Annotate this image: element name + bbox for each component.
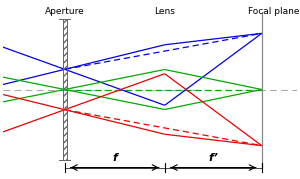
- Text: Aperture: Aperture: [45, 7, 85, 16]
- Text: Focal plane: Focal plane: [248, 7, 299, 16]
- Text: Lens: Lens: [154, 7, 175, 16]
- Text: f’: f’: [208, 153, 218, 163]
- Bar: [63, 19, 67, 160]
- Text: f: f: [112, 153, 117, 163]
